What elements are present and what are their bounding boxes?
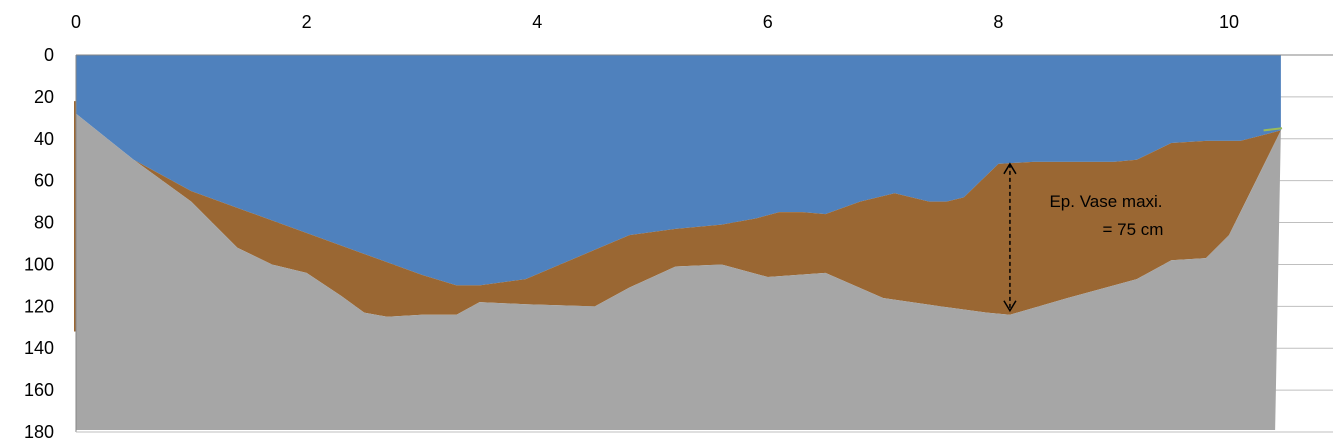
thickness-arrow-head-top xyxy=(1003,162,1017,175)
y-tick-label-40: 40 xyxy=(34,129,54,149)
y-tick-label-160: 160 xyxy=(24,380,54,400)
annotation-line-1: Ep. Vase maxi. xyxy=(1049,192,1162,211)
y-tick-label-180: 180 xyxy=(24,422,54,442)
x-tick-label-10: 10 xyxy=(1219,12,1239,32)
sediment-area xyxy=(76,113,1281,317)
x-tick-label-2: 2 xyxy=(302,12,312,32)
right-bank-edge xyxy=(1263,127,1283,132)
y-tick-label-60: 60 xyxy=(34,171,54,191)
x-tick-label-4: 4 xyxy=(532,12,542,32)
annotation-line-2: = 75 cm xyxy=(1103,220,1164,239)
thickness-arrow-head-bottom xyxy=(1003,300,1017,313)
plot-areas xyxy=(74,55,1283,431)
x-tick-label-8: 8 xyxy=(993,12,1003,32)
y-tick-label-20: 20 xyxy=(34,87,54,107)
y-tick-label-140: 140 xyxy=(24,338,54,358)
axes xyxy=(75,54,1333,433)
y-tick-label-0: 0 xyxy=(44,45,54,65)
y-tick-label-100: 100 xyxy=(24,254,54,274)
y-tick-label-80: 80 xyxy=(34,213,54,233)
annotation: Ep. Vase maxi. = 75 cm xyxy=(1003,162,1164,313)
x-tick-label-0: 0 xyxy=(71,12,81,32)
bed-area xyxy=(76,113,1281,431)
x-tick-label-6: 6 xyxy=(763,12,773,32)
water-area xyxy=(76,55,1281,286)
y-tick-label-120: 120 xyxy=(24,296,54,316)
